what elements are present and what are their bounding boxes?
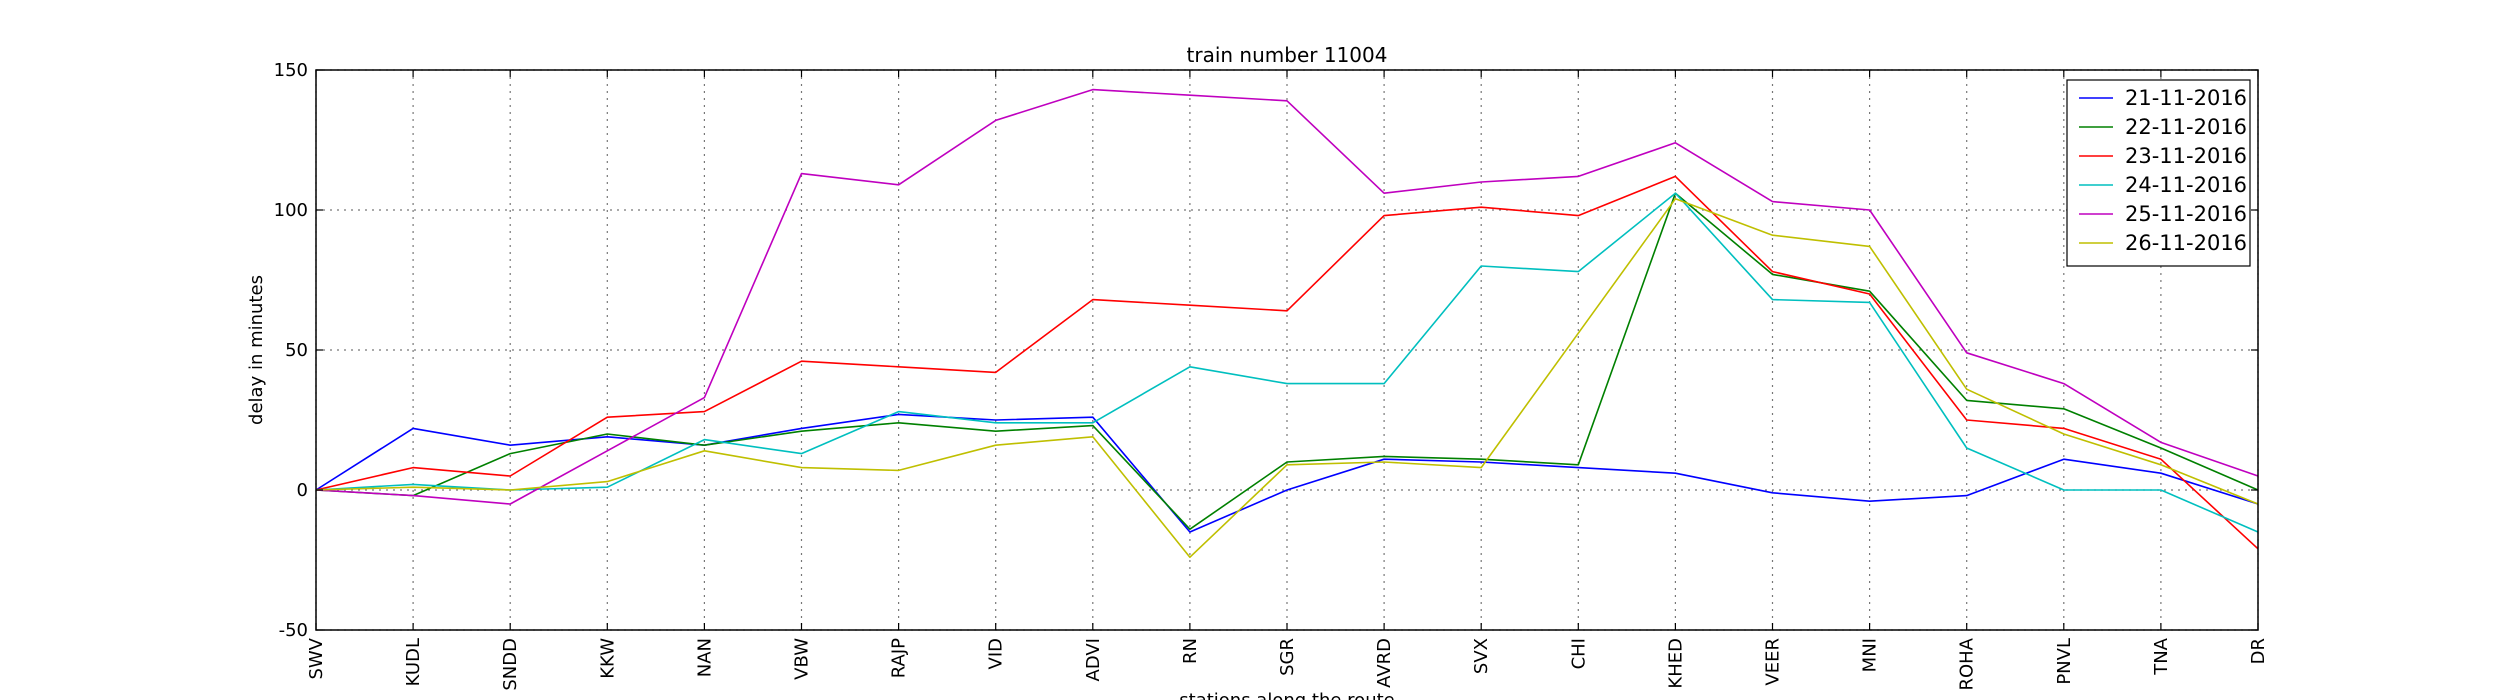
x-tick-label: VEER <box>1763 638 1784 686</box>
y-axis-label: delay in minutes <box>246 275 267 425</box>
y-tick-label: 150 <box>274 60 308 81</box>
x-tick-label: PNVL <box>2054 638 2075 685</box>
x-tick-label: ADVI <box>1083 638 1104 681</box>
legend: 21-11-2016 22-11-2016 23-11-2016 24-11-2016… <box>2066 79 2251 267</box>
x-tick-label: RAJP <box>889 638 910 678</box>
chart-title: train number 11004 <box>1187 43 1388 67</box>
x-tick-label: VID <box>986 638 1007 669</box>
x-tick-label: ROHA <box>1957 637 1978 690</box>
x-tick-label: SVX <box>1471 638 1492 674</box>
legend-label: 21-11-2016 <box>2125 86 2247 110</box>
legend-label: 23-11-2016 <box>2125 144 2247 168</box>
legend-label: 24-11-2016 <box>2125 173 2247 197</box>
axis-ticks: SWV KUDL SNDD KKW NAN VBW RAJP VID ADVI RN SGR AVRD… <box>274 60 2269 691</box>
x-tick-label: KUDL <box>403 638 424 686</box>
y-tick-label: -50 <box>279 620 308 641</box>
series-line-23-11-2016 <box>315 175 2259 550</box>
x-tick-label: KHED <box>1665 638 1686 689</box>
x-tick-label: AVRD <box>1374 638 1395 688</box>
x-axis-label: stations along the route <box>1179 690 1394 700</box>
y-tick-label: 0 <box>297 480 308 501</box>
series-line-26-11-2016 <box>315 198 2259 559</box>
x-tick-label: TNA <box>2151 637 2172 675</box>
series-line-25-11-2016 <box>315 88 2259 505</box>
y-tick-label: 50 <box>285 340 308 361</box>
x-tick-label: VBW <box>792 638 813 680</box>
x-tick-label: SGR <box>1277 638 1298 676</box>
x-tick-label: NAN <box>694 638 715 677</box>
x-tick-label: SNDD <box>500 638 521 691</box>
series-line-21-11-2016 <box>315 413 2259 533</box>
x-tick-label: KKW <box>597 638 618 679</box>
legend-label: 22-11-2016 <box>2125 115 2247 139</box>
y-tick-label: 100 <box>274 200 308 221</box>
series-lines <box>315 88 2259 559</box>
x-tick-label: CHI <box>1568 638 1589 669</box>
legend-label: 25-11-2016 <box>2125 202 2247 226</box>
x-tick-label: DR <box>2248 638 2269 664</box>
x-tick-label: RN <box>1180 638 1201 664</box>
legend-box <box>2066 79 2251 267</box>
x-tick-label: MNI <box>1860 638 1881 672</box>
series-line-22-11-2016 <box>315 192 2259 531</box>
grid <box>315 69 2259 631</box>
x-tick-label: SWV <box>306 637 327 679</box>
legend-label: 26-11-2016 <box>2125 231 2247 255</box>
